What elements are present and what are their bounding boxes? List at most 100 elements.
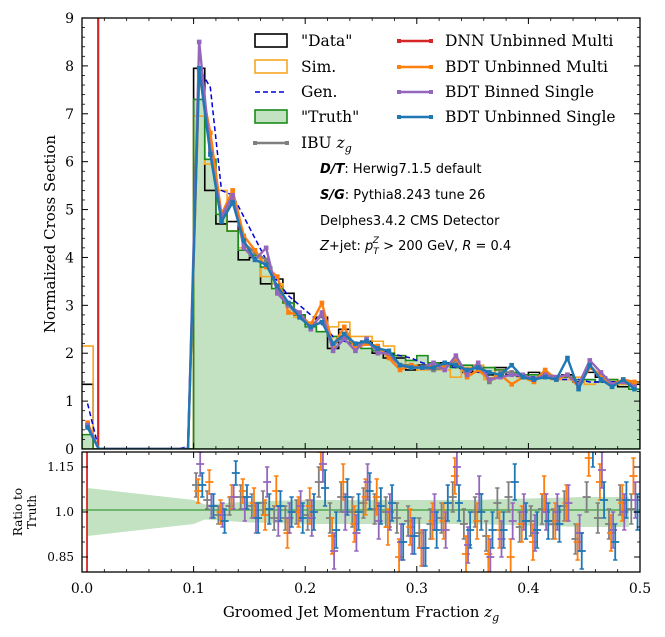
- series-bdt-unbinned-multi-point: [297, 312, 302, 318]
- series-bdt-binned-single-point: [520, 372, 526, 378]
- series-bdt-unbinned-single-point: [542, 374, 548, 380]
- series-bdt-unbinned-multi-point: [319, 300, 325, 306]
- series-bdt-unbinned-single-point: [308, 324, 314, 330]
- series-bdt-unbinned-single-point: [196, 65, 202, 71]
- series-bdt-unbinned-single-point: [464, 367, 470, 373]
- series-bdt-unbinned-multi-point: [364, 341, 369, 346]
- series-bdt-unbinned-multi-point: [241, 233, 247, 239]
- series-ibu-z-g-point: [509, 370, 514, 375]
- series-bdt-binned-single-point: [375, 350, 381, 356]
- series-bdt-unbinned-single-point: [509, 362, 514, 368]
- series-bdt-unbinned-single-point: [632, 386, 637, 392]
- annotation-sg: S/G: Pythia8.243 tune 26: [320, 188, 485, 203]
- series-bdt-unbinned-multi-point: [509, 382, 514, 387]
- series-bdt-unbinned-single-point: [319, 319, 325, 325]
- series-bdt-unbinned-single-point: [353, 341, 358, 346]
- generator-annotations: D/T: Herwig7.1.5 default S/G: Pythia8.24…: [319, 162, 511, 257]
- series-bdt-unbinned-multi-point: [286, 310, 291, 315]
- legend-marker: [397, 115, 401, 119]
- series-bdt-unbinned-single-point: [453, 362, 459, 368]
- legend-marker: [397, 90, 401, 94]
- ratio-axis-ticks: 0.85 1.0 1.15 0.0 0.1 0.2 0.3 0.4 0.5: [47, 451, 651, 597]
- series-ibu-z-g-point: [542, 370, 548, 375]
- x-tick-label: 0.3: [406, 581, 428, 597]
- series-bdt-binned-single-point: [230, 192, 235, 198]
- series-truth-fill: [82, 99, 640, 449]
- series-bdt-unbinned-multi-point: [330, 343, 336, 349]
- series-bdt-binned-single-point: [386, 350, 392, 356]
- series-bdt-binned-single-point: [330, 348, 336, 354]
- series-ibu-z-g-point: [498, 370, 503, 375]
- series-bdt-binned-single-point: [542, 372, 548, 378]
- series-bdt-binned-single-point: [341, 336, 347, 342]
- series-bdt-unbinned-single-point: [420, 365, 425, 370]
- series-bdt-binned-single-point: [498, 374, 503, 380]
- legend-marker: [429, 90, 433, 94]
- series-bdt-unbinned-single-point: [531, 377, 537, 382]
- series-bdt-unbinned-multi-point: [275, 274, 280, 279]
- series-bdt-unbinned-single-point: [375, 346, 381, 351]
- series-bdt-unbinned-multi-point: [353, 346, 358, 351]
- series-bdt-unbinned-single-point: [442, 360, 447, 366]
- series-bdt-unbinned-multi-point: [408, 362, 414, 368]
- legend-entry-bdt-unbinned-multi: BDT Unbinned Multi: [397, 58, 608, 76]
- legend-entry-ibu-z: IBU zg: [253, 134, 352, 155]
- legend-entry-dnn-unbinned-multi: DNN Unbinned Multi: [397, 32, 613, 50]
- series-bdt-unbinned-single-point: [408, 365, 414, 370]
- series-bdt-unbinned-multi-point: [252, 247, 258, 253]
- series-bdt-unbinned-multi-point: [208, 130, 213, 136]
- x-tick-label: 0.0: [71, 581, 93, 597]
- series-bdt-binned-single-point: [453, 353, 459, 358]
- series-bdt-unbinned-multi-point: [598, 372, 604, 378]
- legend-marker: [285, 141, 289, 145]
- series-ibu-z-g-point: [386, 353, 392, 358]
- legend-entry-bdt-unbinned-single: BDT Unbinned Single: [397, 108, 616, 126]
- y-tick-label: 9: [65, 11, 74, 27]
- series-bdt-unbinned-single-point: [565, 355, 570, 361]
- y-tick-label: 1: [65, 394, 74, 410]
- series-bdt-unbinned-multi-point: [375, 343, 381, 349]
- series-bdt-unbinned-single-point: [620, 377, 626, 382]
- series-bdt-binned-single-point: [598, 370, 604, 375]
- series-bdt-binned-single-point: [263, 245, 269, 251]
- series-bdt-unbinned-single-point: [554, 377, 559, 382]
- series-bdt-unbinned-multi-point: [308, 322, 314, 327]
- series-bdt-binned-single-point: [241, 245, 247, 251]
- legend-swatch: [254, 33, 288, 48]
- series-ibu-z-g-point: [453, 358, 459, 363]
- series-bdt-unbinned-multi-point: [542, 367, 548, 373]
- y-tick-label: 8: [65, 59, 74, 75]
- series-bdt-binned-single-point: [509, 372, 514, 378]
- legend-marker: [429, 115, 433, 119]
- x-axis-title: Groomed Jet Momentum Fraction zg: [223, 603, 499, 624]
- x-tick-label: 0.1: [182, 581, 204, 597]
- series-bdt-binned-single-point: [297, 310, 302, 315]
- series-bdt-unbinned-single-point: [275, 283, 280, 289]
- legend: "Data" Sim. Gen. "Truth" IBU zg DNN Unbinned …: [253, 32, 616, 155]
- series-bdt-unbinned-single-point: [397, 362, 403, 368]
- series-bdt-unbinned-single-point: [263, 262, 269, 267]
- series-bdt-unbinned-single-point: [252, 257, 258, 263]
- series-bdt-unbinned-multi-point: [341, 324, 347, 330]
- legend-marker: [429, 39, 433, 43]
- series-bdt-binned-single-point: [308, 326, 314, 332]
- series-ibu-z-g-point: [632, 382, 637, 387]
- ratio-y-tick-label: 0.85: [47, 550, 74, 564]
- annotation-dt: D/T: Herwig7.1.5 default: [320, 162, 482, 177]
- series-ibu-z-g-point: [487, 379, 492, 385]
- legend-marker: [253, 141, 257, 145]
- series-bdt-unbinned-multi-point: [230, 188, 235, 193]
- series-bdt-unbinned-multi-point: [431, 362, 436, 368]
- legend-label: BDT Binned Single: [445, 83, 594, 101]
- series-bdt-unbinned-single-point: [85, 425, 90, 430]
- series-bdt-binned-single-point: [576, 382, 581, 387]
- truth-fill-area: [82, 99, 640, 449]
- series-bdt-binned-single-point: [431, 360, 436, 366]
- main-unfolded-lines: [85, 18, 637, 449]
- legend-entry-truth: "Truth": [254, 108, 359, 126]
- series-bdt-binned-single-point: [565, 372, 570, 378]
- y-tick-label: 5: [65, 203, 74, 219]
- series-bdt-unbinned-single-point: [341, 331, 347, 337]
- series-bdt-unbinned-multi-point: [464, 374, 470, 380]
- series-bdt-unbinned-single-point: [286, 300, 291, 306]
